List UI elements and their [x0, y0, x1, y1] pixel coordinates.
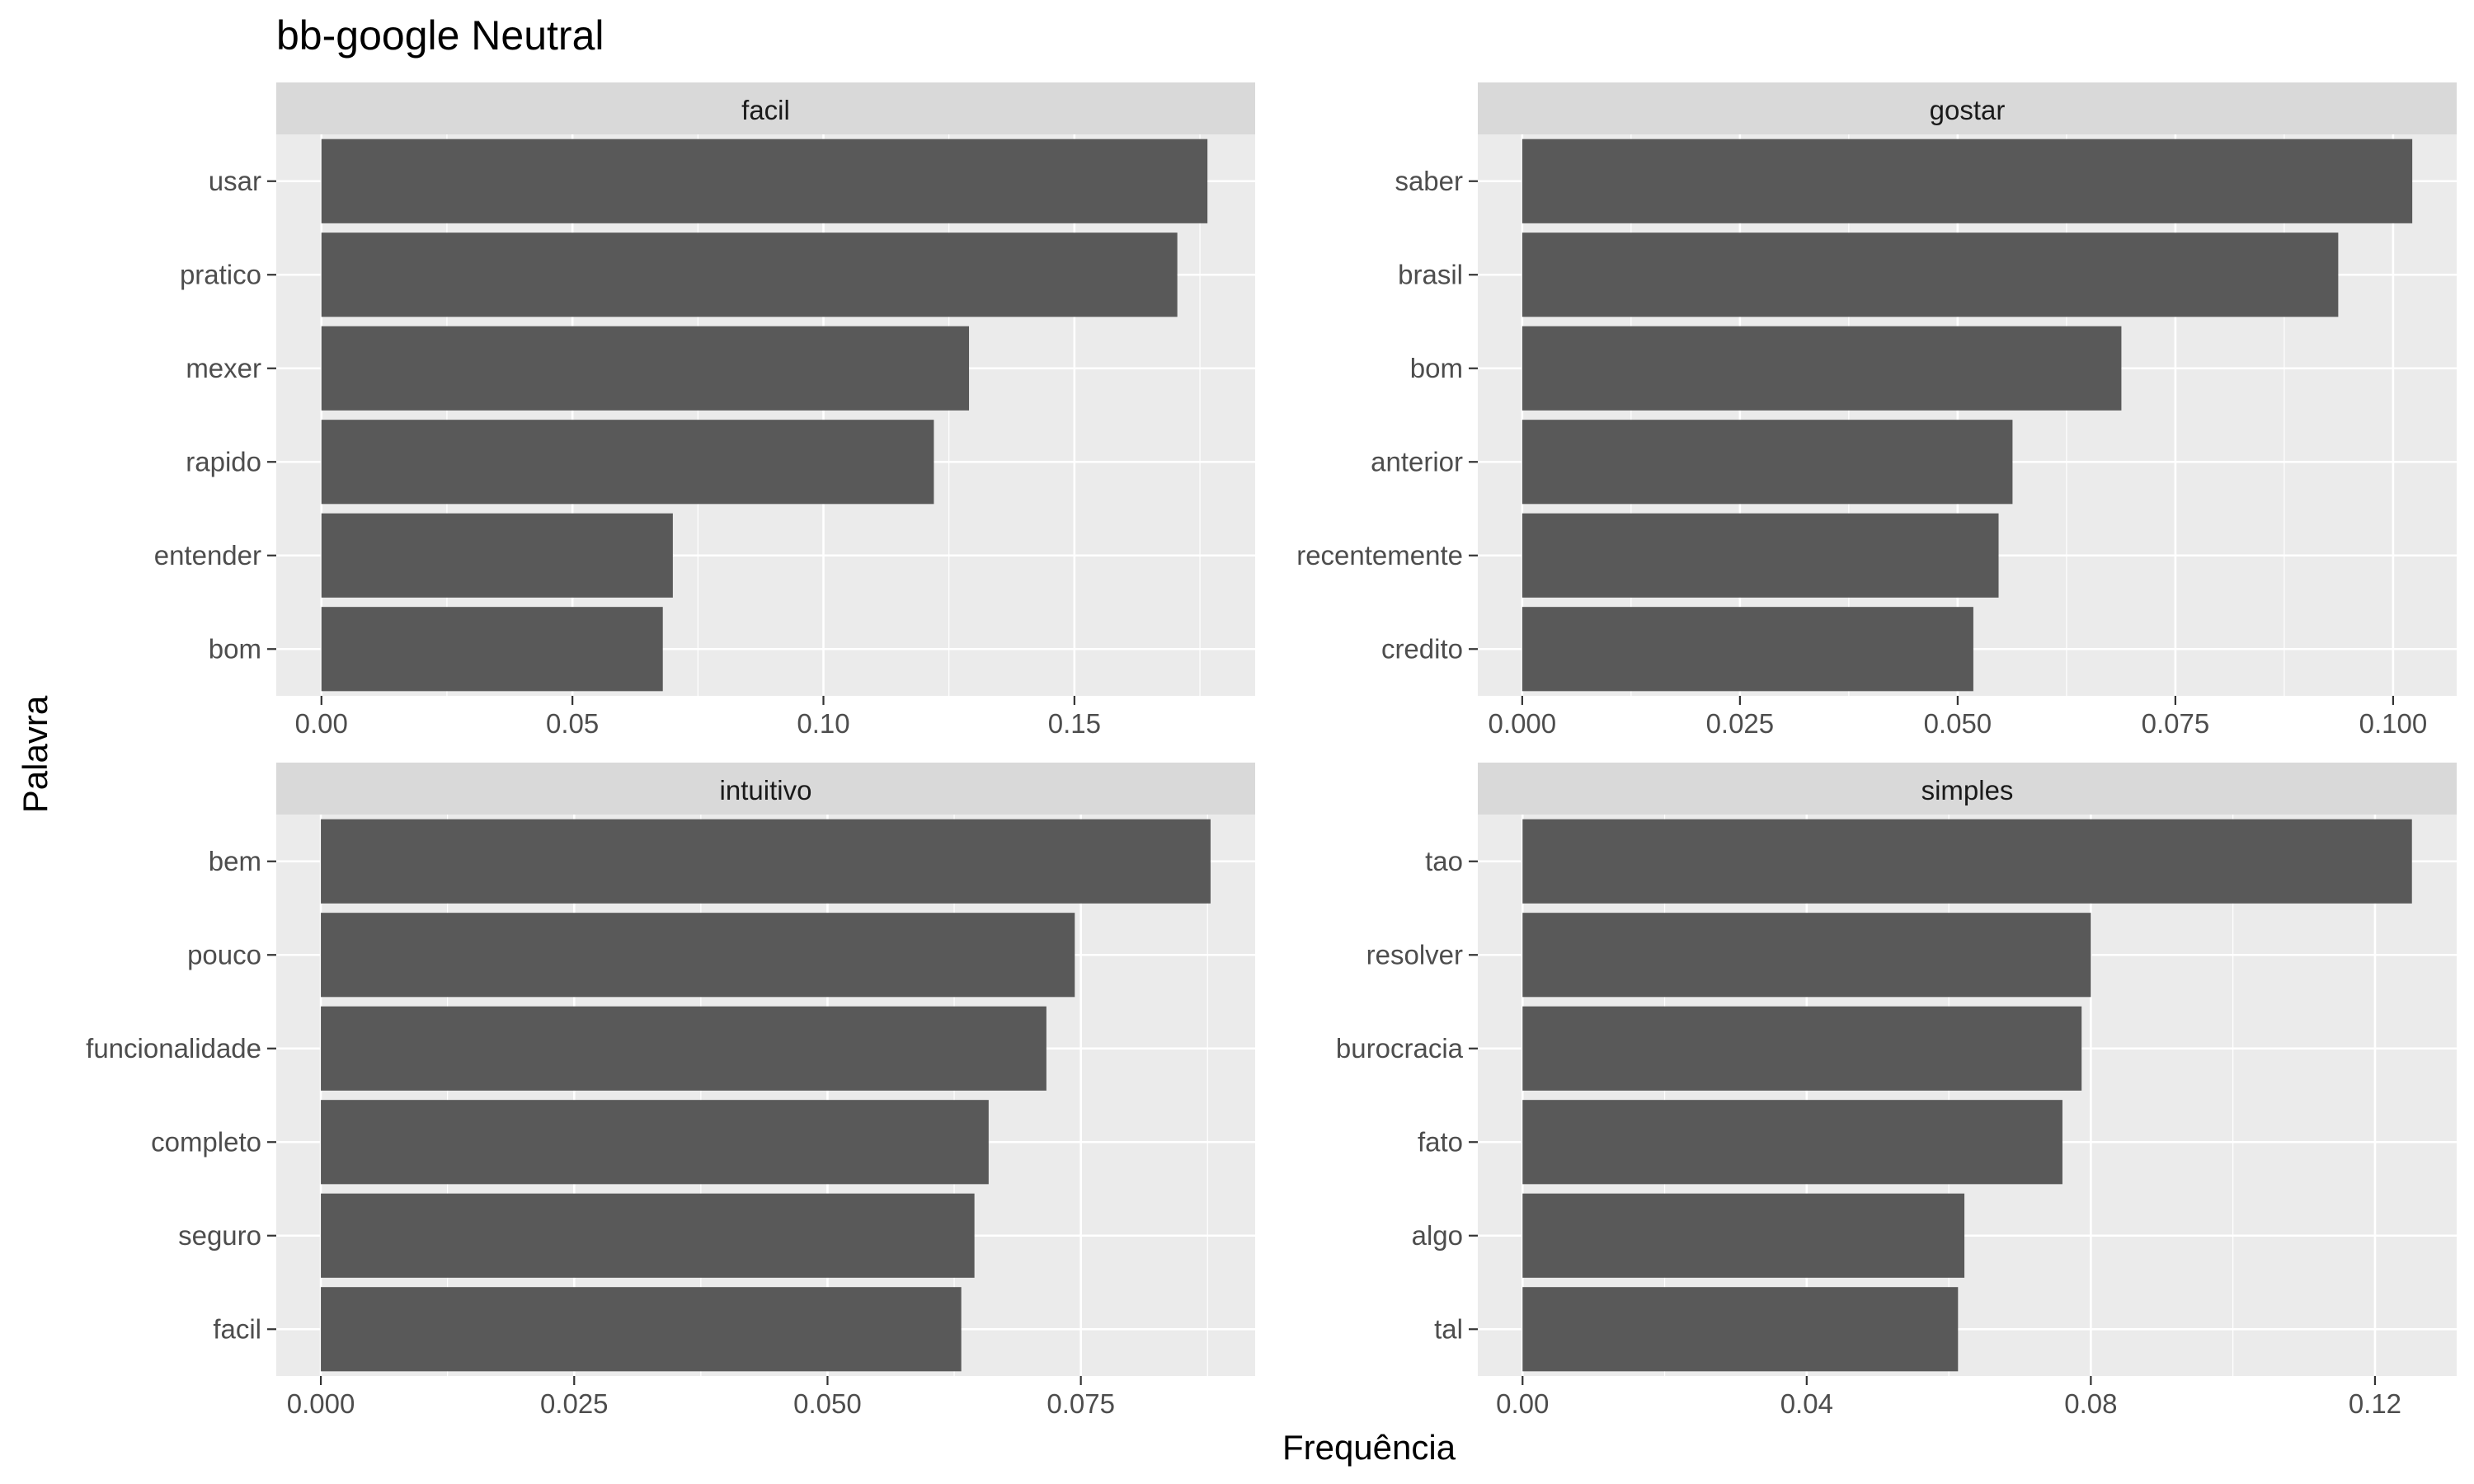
y-tick-label-facil-pratico: pratico — [180, 259, 261, 289]
x-tick-label-gostar-4: 0.100 — [2359, 708, 2428, 739]
y-tick-label-gostar-bom: bom — [1410, 353, 1463, 383]
bar-gostar-brasil — [1522, 232, 2339, 317]
y-tick-label-simples-algo: algo — [1412, 1220, 1463, 1251]
facet-strip-gostar — [1478, 82, 2457, 134]
panel-gostar: gostar saber brasil bom anterior recentemente… — [1296, 82, 2457, 739]
bar-simples-tao — [1522, 819, 2412, 904]
y-tick-label-facil-mexer: mexer — [186, 353, 261, 383]
x-tick-label-intuitivo-3: 0.075 — [1047, 1388, 1115, 1419]
facet-label-intuitivo: intuitivo — [720, 775, 812, 805]
bar-simples-algo — [1522, 1193, 1965, 1278]
y-tick-label-gostar-anterior: anterior — [1371, 446, 1463, 477]
x-tick-label-intuitivo-2: 0.050 — [793, 1388, 862, 1419]
x-tick-label-simples-0: 0.00 — [1496, 1388, 1549, 1419]
y-tick-label-intuitivo-completo: completo — [151, 1126, 261, 1157]
bar-facil-pratico — [321, 232, 1178, 317]
panel-intuitivo: intuitivo bem pouco funcionalidade completo s… — [86, 763, 1255, 1419]
facet-label-gostar: gostar — [1930, 95, 2006, 125]
x-tick-label-facil-2: 0.10 — [797, 708, 849, 739]
bar-simples-resolver — [1522, 913, 2091, 998]
y-tick-label-simples-fato: fato — [1418, 1126, 1463, 1157]
x-tick-label-gostar-0: 0.000 — [1489, 708, 1557, 739]
bar-intuitivo-seguro — [321, 1193, 975, 1278]
bar-simples-tal — [1522, 1287, 1959, 1372]
y-tick-label-simples-resolver: resolver — [1366, 939, 1463, 970]
bar-facil-entender — [321, 513, 673, 598]
y-tick-label-intuitivo-facil: facil — [213, 1313, 261, 1344]
bar-gostar-saber — [1522, 139, 2413, 223]
x-tick-label-facil-1: 0.05 — [546, 708, 599, 739]
bar-intuitivo-pouco — [321, 913, 1075, 998]
bar-facil-rapido — [321, 420, 934, 505]
panel-background-intuitivo — [276, 815, 1255, 1376]
x-tick-label-facil-3: 0.15 — [1048, 708, 1101, 739]
x-tick-label-simples-2: 0.08 — [2064, 1388, 2117, 1419]
y-axis-title: Palavra — [16, 695, 54, 813]
facet-strip-facil — [276, 82, 1255, 134]
bar-gostar-bom — [1522, 326, 2122, 411]
facet-strip-intuitivo — [276, 763, 1255, 815]
facet-label-simples: simples — [1921, 775, 2014, 805]
bar-intuitivo-funcionalidade — [321, 1006, 1047, 1091]
bar-intuitivo-bem — [321, 819, 1211, 904]
facet-label-facil: facil — [741, 95, 790, 125]
panel-background-gostar — [1478, 134, 2457, 696]
facet-strip-simples — [1478, 763, 2457, 815]
y-tick-label-gostar-brasil: brasil — [1398, 259, 1463, 289]
x-tick-label-gostar-2: 0.050 — [1924, 708, 1992, 739]
panel-background-simples — [1478, 815, 2457, 1376]
bar-intuitivo-completo — [321, 1100, 989, 1185]
y-tick-label-intuitivo-bem: bem — [209, 846, 261, 876]
x-tick-label-intuitivo-1: 0.025 — [540, 1388, 609, 1419]
y-tick-label-intuitivo-seguro: seguro — [178, 1220, 261, 1251]
y-tick-label-intuitivo-pouco: pouco — [187, 939, 261, 970]
y-tick-label-facil-usar: usar — [209, 166, 261, 196]
y-tick-label-facil-entender: entender — [154, 540, 261, 571]
bar-facil-usar — [321, 139, 1208, 223]
panel-simples: simples tao resolver burocracia fato algo tal 0… — [1336, 763, 2457, 1419]
bar-simples-fato — [1522, 1100, 2062, 1185]
y-tick-label-gostar-credito: credito — [1381, 633, 1463, 664]
panel-background-facil — [276, 134, 1255, 696]
bar-gostar-anterior — [1522, 420, 2013, 505]
y-tick-label-gostar-recentemente: recentemente — [1296, 540, 1463, 571]
bar-facil-mexer — [321, 326, 970, 411]
bar-facil-bom — [321, 607, 663, 692]
bar-simples-burocracia — [1522, 1006, 2082, 1091]
y-tick-label-facil-rapido: rapido — [186, 446, 261, 477]
bar-gostar-credito — [1522, 607, 1973, 692]
x-axis-title: Frequência — [1282, 1428, 1456, 1467]
x-tick-label-intuitivo-0: 0.000 — [287, 1388, 355, 1419]
y-tick-label-simples-burocracia: burocracia — [1336, 1033, 1464, 1064]
x-tick-label-gostar-3: 0.075 — [2142, 708, 2210, 739]
y-tick-label-intuitivo-funcionalidade: funcionalidade — [86, 1033, 261, 1064]
x-tick-label-facil-0: 0.00 — [295, 708, 348, 739]
x-tick-label-simples-1: 0.04 — [1780, 1388, 1833, 1419]
x-tick-label-gostar-1: 0.025 — [1706, 708, 1775, 739]
y-tick-label-simples-tal: tal — [1434, 1313, 1463, 1344]
y-tick-label-gostar-saber: saber — [1395, 166, 1463, 196]
bar-gostar-recentemente — [1522, 513, 1999, 598]
x-tick-label-simples-3: 0.12 — [2349, 1388, 2401, 1419]
panel-facil: facil usar pratico mexer rapido entender bom 0.… — [154, 82, 1255, 739]
bar-intuitivo-facil — [321, 1287, 962, 1372]
y-tick-label-simples-tao: tao — [1425, 846, 1463, 876]
y-tick-label-facil-bom: bom — [209, 633, 261, 664]
facet-panels: facil usar pratico mexer rapido entender bom 0.… — [86, 82, 2457, 1419]
chart-title: bb-google Neutral — [276, 12, 604, 59]
